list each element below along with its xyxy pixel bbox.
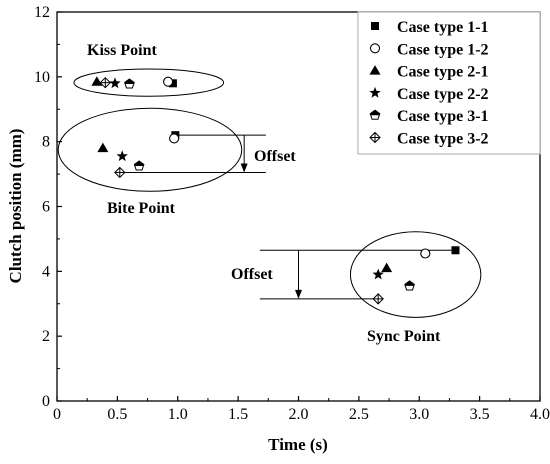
legend-box bbox=[357, 11, 541, 155]
legend-marker bbox=[369, 109, 381, 120]
x-tick-label: 1.0 bbox=[168, 406, 188, 423]
markers-layer bbox=[91, 76, 460, 305]
data-point bbox=[451, 246, 460, 255]
data-point bbox=[114, 166, 126, 179]
legend: Case type 1-1 Case type 1-2 Case type 2-1 C… bbox=[369, 19, 489, 148]
y-tick-label: 4 bbox=[42, 263, 50, 280]
y-tick-label: 6 bbox=[42, 199, 50, 216]
x-tick-label: 0.5 bbox=[107, 406, 127, 423]
bite-point-label: Bite Point bbox=[107, 200, 176, 217]
data-point bbox=[97, 142, 109, 153]
data-point bbox=[163, 76, 174, 87]
kiss-point-ellipse bbox=[73, 68, 225, 97]
legend-marker bbox=[369, 86, 381, 98]
data-point bbox=[91, 76, 103, 86]
legend-marker bbox=[369, 65, 381, 75]
legend-marker bbox=[369, 131, 381, 144]
legend-label: Case type 3-2 bbox=[397, 131, 489, 148]
data-point bbox=[381, 262, 393, 273]
x-tick-label: 1.5 bbox=[228, 406, 248, 423]
y-tick-label: 2 bbox=[42, 328, 50, 345]
offset-label-bite: Offset bbox=[254, 148, 296, 165]
x-tick-label: 3.0 bbox=[409, 406, 429, 423]
offset-label-sync: Offset bbox=[231, 266, 273, 283]
data-point bbox=[169, 133, 180, 144]
legend-label: Case type 2-2 bbox=[397, 86, 489, 103]
y-tick-label: 12 bbox=[34, 4, 50, 21]
legend-label: Case type 1-2 bbox=[397, 41, 489, 58]
offset-bracket-bite bbox=[123, 134, 266, 173]
data-point bbox=[124, 78, 135, 89]
ellipses-layer bbox=[57, 68, 482, 318]
y-tick-label: 10 bbox=[34, 69, 50, 86]
data-point bbox=[116, 150, 128, 162]
data-point bbox=[372, 268, 384, 280]
x-tick-label: 0 bbox=[53, 406, 61, 423]
data-point bbox=[133, 160, 145, 171]
data-point bbox=[168, 79, 177, 88]
data-point bbox=[372, 293, 384, 305]
data-point bbox=[420, 248, 431, 259]
y-tick-label: 0 bbox=[42, 393, 50, 410]
legend-label: Case type 1-1 bbox=[397, 19, 489, 36]
legend-label: Case type 2-1 bbox=[397, 64, 489, 81]
data-point bbox=[99, 76, 112, 89]
x-tick-label: 2.5 bbox=[349, 406, 369, 423]
x-tick-label: 2.0 bbox=[289, 406, 309, 423]
legend-marker bbox=[369, 43, 381, 54]
kiss-point-label: Kiss Point bbox=[87, 42, 157, 59]
x-tick-label: 4.0 bbox=[530, 406, 550, 423]
x-axis-title: Time (s) bbox=[268, 435, 328, 454]
legend-label: Case type 3-1 bbox=[397, 108, 489, 125]
data-point bbox=[404, 280, 415, 291]
data-point bbox=[109, 77, 121, 89]
legend-marker bbox=[371, 22, 379, 30]
y-axis-title: Clutch position (mm) bbox=[6, 129, 25, 284]
ticks-layer: 0 0.5 1.0 1.5 2.0 2.5 3.0 3.5 4.0 0 2 4 6 8 10 12 bbox=[34, 4, 550, 423]
sync-point-ellipse bbox=[349, 231, 482, 318]
bite-point-ellipse bbox=[57, 107, 243, 192]
sync-point-label: Sync Point bbox=[367, 328, 441, 345]
y-tick-label: 8 bbox=[42, 134, 50, 151]
x-tick-label: 3.5 bbox=[470, 406, 490, 423]
